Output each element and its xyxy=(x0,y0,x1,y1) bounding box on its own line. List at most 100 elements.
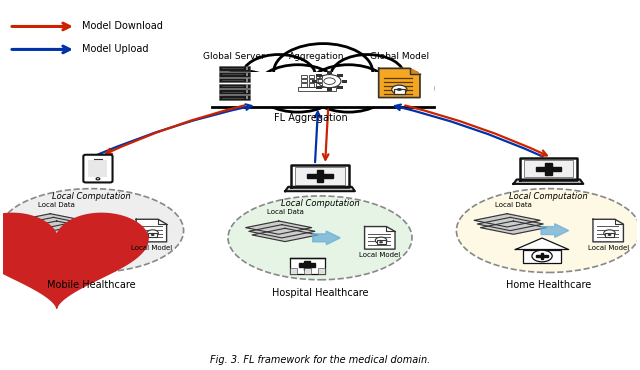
Bar xyxy=(316,83,322,87)
Bar xyxy=(318,268,324,274)
Bar xyxy=(327,71,332,74)
Circle shape xyxy=(242,54,316,97)
Polygon shape xyxy=(285,187,355,191)
Bar xyxy=(246,67,248,70)
Bar xyxy=(219,84,250,88)
Bar xyxy=(298,87,336,91)
Bar xyxy=(394,89,405,94)
Bar xyxy=(301,79,307,82)
Text: Local Data: Local Data xyxy=(38,202,75,208)
Bar xyxy=(219,95,250,100)
Bar xyxy=(246,84,248,88)
Bar xyxy=(312,80,317,83)
Text: Home Healthcare: Home Healthcare xyxy=(506,280,591,290)
Circle shape xyxy=(372,71,433,106)
Bar xyxy=(308,79,314,82)
Bar xyxy=(219,66,250,71)
Bar xyxy=(317,74,321,77)
Bar xyxy=(88,160,108,176)
Bar xyxy=(342,80,347,83)
Polygon shape xyxy=(246,221,312,234)
Polygon shape xyxy=(536,166,561,171)
Bar xyxy=(219,78,250,83)
Bar xyxy=(219,72,250,77)
Text: Local Model: Local Model xyxy=(359,252,401,258)
Circle shape xyxy=(532,250,552,262)
Polygon shape xyxy=(313,231,340,245)
Polygon shape xyxy=(541,224,568,238)
Polygon shape xyxy=(0,213,148,308)
Circle shape xyxy=(331,54,404,97)
Polygon shape xyxy=(474,214,540,227)
Bar xyxy=(148,233,157,237)
Bar xyxy=(317,86,321,89)
Polygon shape xyxy=(84,224,112,238)
Polygon shape xyxy=(410,68,420,74)
Polygon shape xyxy=(481,221,547,234)
Ellipse shape xyxy=(456,189,640,272)
Text: FL Aggregation: FL Aggregation xyxy=(274,113,348,123)
Bar xyxy=(308,75,314,78)
Text: Local Data: Local Data xyxy=(267,209,303,215)
Text: Local Computation: Local Computation xyxy=(281,199,359,208)
Bar xyxy=(246,73,248,76)
Bar xyxy=(246,96,248,99)
Text: Model Download: Model Download xyxy=(82,21,163,31)
Text: Local Computation: Local Computation xyxy=(52,192,131,201)
Ellipse shape xyxy=(0,189,184,272)
Bar xyxy=(246,90,248,93)
Polygon shape xyxy=(17,214,83,227)
Circle shape xyxy=(397,88,402,91)
Circle shape xyxy=(307,65,390,112)
Bar xyxy=(212,72,434,107)
Bar xyxy=(301,83,307,87)
Text: Local Model: Local Model xyxy=(131,245,172,251)
Text: Model Upload: Model Upload xyxy=(82,44,148,54)
Circle shape xyxy=(213,71,275,106)
Polygon shape xyxy=(249,225,315,238)
Bar xyxy=(327,88,332,91)
Polygon shape xyxy=(379,68,420,98)
Bar xyxy=(219,89,250,94)
Polygon shape xyxy=(136,219,166,242)
Polygon shape xyxy=(304,261,310,270)
FancyBboxPatch shape xyxy=(42,237,71,265)
Circle shape xyxy=(147,230,158,236)
Polygon shape xyxy=(252,228,318,242)
Polygon shape xyxy=(593,219,623,242)
Polygon shape xyxy=(515,238,569,249)
Bar xyxy=(246,78,248,82)
Bar xyxy=(337,86,342,89)
Bar xyxy=(301,75,307,78)
Polygon shape xyxy=(307,174,333,178)
Bar xyxy=(337,74,342,77)
Bar xyxy=(295,167,345,185)
Text: Mobile Healthcare: Mobile Healthcare xyxy=(47,280,136,290)
Bar xyxy=(524,160,573,177)
Polygon shape xyxy=(477,217,543,231)
Circle shape xyxy=(392,85,407,94)
Circle shape xyxy=(151,234,155,236)
Bar xyxy=(212,74,434,107)
Bar xyxy=(47,242,66,259)
Circle shape xyxy=(375,237,387,244)
Circle shape xyxy=(379,241,383,243)
Text: Aggregation: Aggregation xyxy=(289,52,344,61)
Bar xyxy=(524,249,561,263)
Polygon shape xyxy=(520,158,577,179)
Bar xyxy=(605,233,614,237)
Polygon shape xyxy=(317,170,323,182)
FancyBboxPatch shape xyxy=(83,155,113,182)
Bar xyxy=(316,75,322,78)
Circle shape xyxy=(604,230,615,236)
Text: Global Model: Global Model xyxy=(370,52,429,61)
Bar xyxy=(304,268,311,274)
Polygon shape xyxy=(536,255,548,257)
Circle shape xyxy=(607,234,611,236)
Bar xyxy=(376,240,385,245)
Polygon shape xyxy=(365,226,395,249)
Bar xyxy=(290,268,297,274)
Bar xyxy=(308,83,314,87)
Polygon shape xyxy=(513,179,583,184)
Text: Local Model: Local Model xyxy=(588,245,629,251)
